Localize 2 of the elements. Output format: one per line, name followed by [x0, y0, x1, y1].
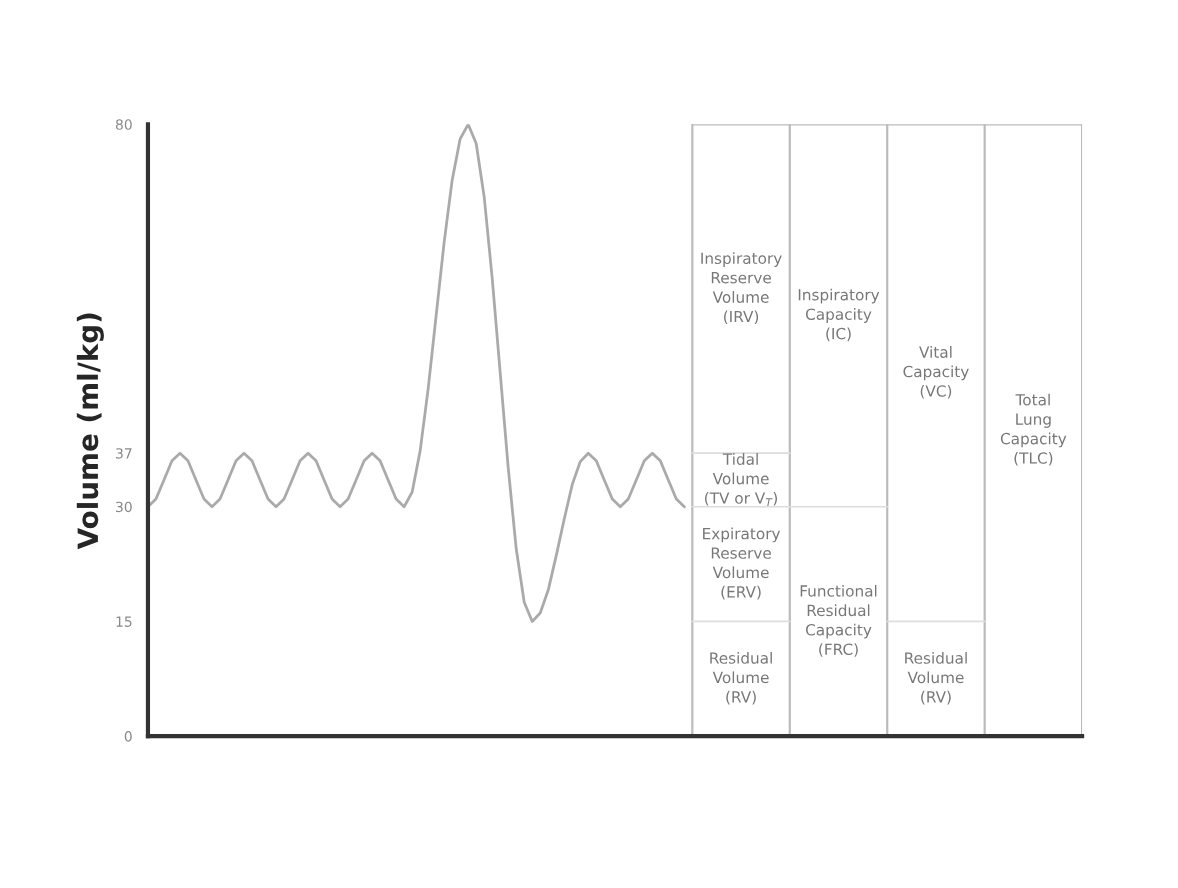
line-series: [147, 124, 686, 623]
y-axis-title: Volume (ml/kg): [76, 313, 104, 550]
